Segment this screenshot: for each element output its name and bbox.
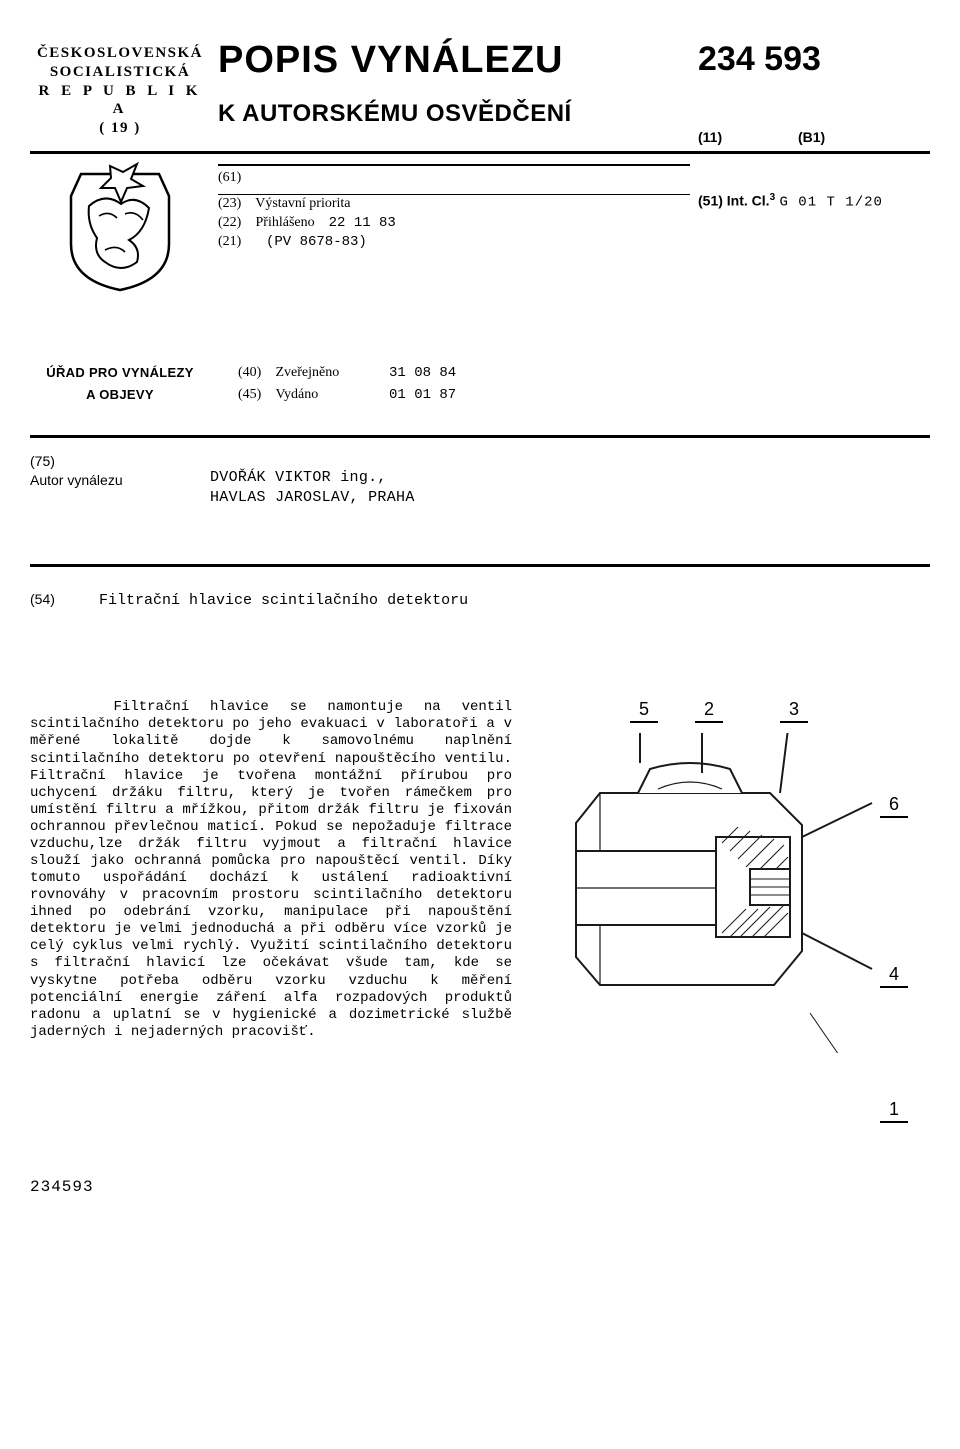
date-40: 31 08 84 (389, 365, 456, 381)
office-name: ÚŘAD PRO VYNÁLEZY A OBJEVY (30, 362, 210, 407)
value-51: G 01 T 1/20 (780, 195, 883, 211)
header-right-block: 234 593 (11) (B1) (690, 40, 930, 145)
divider-rule-2 (30, 564, 930, 567)
label-23: Výstavní priorita (255, 196, 350, 211)
fig-label-1: 1 (880, 1099, 908, 1123)
label-40: Zveřejněno (276, 362, 386, 384)
office-line1: ÚŘAD PRO VYNÁLEZY (30, 362, 210, 384)
date-45: 01 01 87 (389, 387, 456, 403)
country-line1: ČESKOSLOVENSKÁ (30, 44, 210, 63)
date-22: 22 11 83 (329, 215, 396, 231)
inventor-block: (75) Autor vynálezu DVOŘÁK VIKTOR ing., … (30, 452, 930, 509)
intcl-column: (51) Int. Cl.3 G 01 T 1/20 (690, 158, 930, 292)
code-22: (22) (218, 214, 252, 233)
office-block: ÚŘAD PRO VYNÁLEZY A OBJEVY (40) Zveřejně… (30, 362, 930, 407)
footer-document-number: 234593 (30, 1178, 930, 1196)
fig-label-2: 2 (695, 699, 723, 723)
fig-label-4: 4 (880, 964, 908, 988)
inventor-label: Autor vynálezu (30, 471, 210, 490)
title-54-text: Filtrační hlavice scintilačního detektor… (99, 592, 468, 609)
code-21: (21) (218, 233, 252, 252)
value-21: (PV 8678-83) (266, 234, 367, 250)
code-b1: (B1) (798, 129, 825, 145)
title-54-block: (54) Filtrační hlavice scintilačního det… (30, 591, 930, 609)
abstract-content: Filtrační hlavice se namontuje na ventil… (30, 699, 512, 1039)
label-51: Int. Cl. (727, 193, 770, 209)
inventor-names: DVOŘÁK VIKTOR ing., HAVLAS JAROSLAV, PRA… (210, 452, 930, 509)
title-line1: POPIS VYNÁLEZU (218, 40, 680, 82)
body-block: Filtrační hlavice se namontuje na ventil… (30, 699, 930, 1058)
figure-column: 5 2 3 6 4 1 (540, 699, 930, 1058)
inventor-line2: HAVLAS JAROSLAV, PRAHA (210, 488, 930, 508)
technical-drawing (540, 733, 880, 1053)
abstract-text: Filtrační hlavice se namontuje na ventil… (30, 699, 520, 1058)
label-45: Vydáno (276, 384, 386, 406)
state-emblem (65, 162, 175, 292)
code-45: (45) (238, 384, 272, 406)
code-40: (40) (238, 362, 272, 384)
office-line2: A OBJEVY (30, 384, 210, 406)
sup-51: 3 (770, 192, 776, 203)
code-54: (54) (30, 591, 90, 607)
country-code: ( 19 ) (30, 119, 210, 138)
country-line3: R E P U B L I K A (30, 82, 210, 120)
document-number: 234 593 (698, 40, 930, 79)
inventor-label-col: (75) Autor vynálezu (30, 452, 210, 509)
country-line2: SOCIALISTICKÁ (30, 63, 210, 82)
header-row: ČESKOSLOVENSKÁ SOCIALISTICKÁ R E P U B L… (30, 40, 930, 154)
header-title-block: POPIS VYNÁLEZU K AUTORSKÉMU OSVĚDČENÍ (210, 40, 690, 128)
publication-dates: (40) Zveřejněno 31 08 84 (45) Vydáno 01 … (210, 362, 930, 407)
code-23: (23) (218, 195, 252, 214)
fig-label-6: 6 (880, 794, 908, 818)
label-22: Přihlášeno (256, 215, 315, 230)
filing-data: (61) (23) Výstavní priorita (22) Přihláš… (210, 158, 690, 292)
emblem-column (30, 158, 210, 292)
code-61: (61) (218, 169, 252, 188)
title-line2: K AUTORSKÉMU OSVĚDČENÍ (218, 100, 680, 128)
fig-label-5: 5 (630, 699, 658, 723)
code-75: (75) (30, 452, 210, 471)
fig-label-3: 3 (780, 699, 808, 723)
filing-block: (61) (23) Výstavní priorita (22) Přihláš… (30, 158, 930, 292)
code-51: (51) (698, 193, 723, 209)
country-block: ČESKOSLOVENSKÁ SOCIALISTICKÁ R E P U B L… (30, 40, 210, 138)
divider-rule-1 (30, 435, 930, 438)
code-11: (11) (698, 129, 798, 145)
inventor-line1: DVOŘÁK VIKTOR ing., (210, 468, 930, 488)
